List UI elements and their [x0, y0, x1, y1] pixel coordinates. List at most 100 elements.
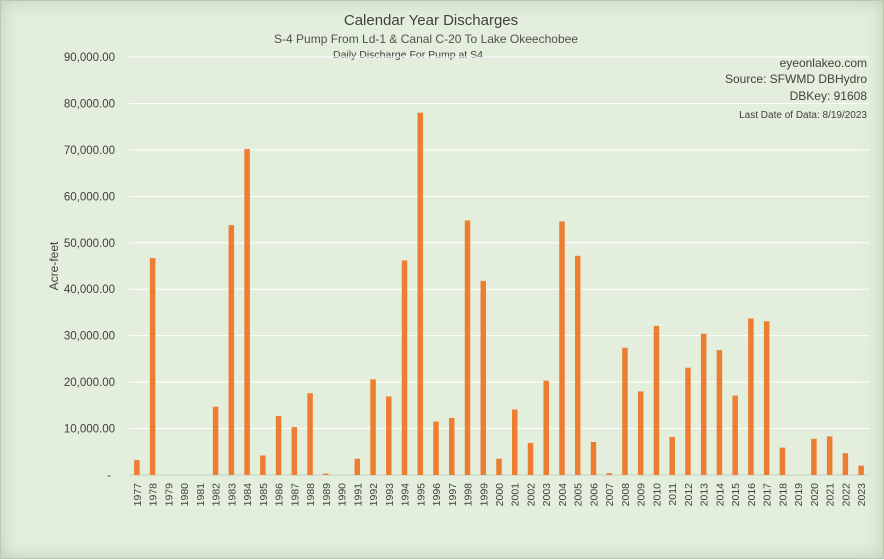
- y-tick-label: 30,000.00: [64, 331, 115, 343]
- bar-2006: [590, 442, 597, 475]
- x-tick-label: 2013: [699, 483, 711, 507]
- x-tick-label: 2006: [588, 483, 600, 507]
- chart-subtitle-secondary: Daily Discharge For Pump at S4: [333, 49, 483, 61]
- x-tick-label: 1986: [274, 483, 286, 507]
- x-tick-label: 1980: [179, 483, 191, 507]
- bar-2009: [637, 391, 644, 475]
- bar-1977: [134, 460, 140, 475]
- bar-1989: [323, 473, 329, 475]
- x-tick-label: 2009: [636, 483, 648, 507]
- bar-1987: [291, 427, 298, 475]
- y-tick-label: 40,000.00: [64, 284, 115, 296]
- x-tick-label: 2020: [809, 483, 821, 507]
- x-tick-label: 2021: [825, 483, 837, 507]
- bar-1999: [480, 280, 487, 475]
- y-tick-label: 50,000.00: [64, 238, 115, 250]
- x-tick-label: 2012: [683, 483, 695, 507]
- x-tick-label: 2014: [714, 483, 726, 507]
- x-tick-label: 2010: [651, 483, 663, 507]
- x-tick-labels: 1977 1978 1979 1980 1981 1982 1983 1984 1985 1986…: [132, 483, 868, 507]
- x-tick-label: 2005: [573, 483, 585, 507]
- x-tick-label: 1978: [148, 483, 160, 507]
- y-tick-label: -: [107, 470, 111, 482]
- bar-2013: [700, 333, 707, 475]
- bar-2010: [653, 325, 660, 475]
- bar-1986: [275, 416, 282, 475]
- bar-1998: [464, 220, 471, 475]
- bar-2018: [779, 447, 786, 475]
- x-tick-label: 1994: [400, 483, 412, 507]
- bar-1982: [212, 406, 219, 475]
- x-tick-label: 1992: [368, 483, 380, 507]
- x-tick-label: 1987: [289, 483, 301, 507]
- bar-1978: [149, 258, 156, 475]
- bar-1996: [433, 421, 439, 475]
- x-tick-label: 1991: [352, 483, 364, 507]
- bar-2002: [527, 442, 534, 475]
- bar-1991: [354, 458, 361, 475]
- x-tick-label: 1996: [431, 483, 443, 507]
- x-tick-label: 1990: [337, 483, 349, 507]
- chart-title: Calendar Year Discharges: [344, 12, 518, 29]
- x-tick-label: 2015: [730, 483, 742, 507]
- x-tick-label: 1989: [321, 483, 333, 507]
- bar-2014: [716, 350, 723, 475]
- annotation-source: Source: SFWMD DBHydro: [725, 72, 867, 86]
- x-tick-label: 1998: [463, 483, 475, 507]
- bar-1993: [386, 396, 392, 475]
- annotation-dbkey: DBKey: 91608: [790, 89, 868, 103]
- annotation-last-date: Last Date of Data: 8/19/2023: [739, 110, 867, 121]
- x-tick-label: 1981: [195, 483, 207, 507]
- bar-2003: [543, 380, 549, 475]
- bar-2008: [622, 347, 628, 475]
- x-tick-label: 2004: [557, 483, 569, 507]
- bar-2007: [606, 473, 612, 475]
- bars: [134, 112, 864, 475]
- x-tick-label: 2018: [777, 483, 789, 507]
- y-tick-label: 10,000.00: [64, 424, 115, 436]
- bar-2016: [748, 318, 754, 475]
- bar-1995: [417, 112, 424, 475]
- x-tick-label: 2011: [667, 483, 679, 506]
- bar-1988: [307, 393, 313, 475]
- x-tick-label: 2008: [620, 483, 632, 507]
- x-tick-label: 2001: [510, 483, 522, 507]
- bar-2005: [574, 255, 581, 475]
- y-axis-label: Acre-feet: [47, 241, 61, 290]
- y-tick-label: 70,000.00: [64, 145, 115, 157]
- bar-2000: [496, 458, 502, 475]
- bar-2020: [811, 438, 817, 475]
- x-tick-label: 1999: [478, 483, 490, 507]
- annotation-website: eyeonlakeo.com: [780, 56, 867, 70]
- bar-2022: [842, 453, 849, 475]
- gridlines: [129, 56, 869, 476]
- bar-1992: [370, 379, 376, 475]
- x-tick-label: 2003: [541, 483, 553, 507]
- x-tick-label: 2002: [525, 483, 537, 507]
- y-tick-label: 90,000.00: [64, 52, 115, 64]
- y-tick-labels: - 10,000.00 20,000.00 30,000.00 40,000.00 50,…: [64, 52, 115, 482]
- bar-1997: [449, 417, 455, 475]
- bar-1985: [260, 455, 266, 475]
- x-tick-label: 1995: [415, 483, 427, 507]
- bar-2021: [826, 436, 833, 475]
- x-tick-label: 1983: [226, 483, 238, 507]
- y-tick-label: 80,000.00: [64, 98, 115, 110]
- x-tick-label: 1979: [163, 483, 175, 507]
- x-tick-label: 1984: [242, 483, 254, 507]
- bar-1994: [401, 260, 408, 475]
- x-tick-label: 2000: [494, 483, 506, 507]
- x-tick-label: 2019: [793, 483, 805, 507]
- x-tick-label: 1997: [447, 483, 459, 507]
- chart-subtitle: S-4 Pump From Ld-1 & Canal C-20 To Lake …: [274, 32, 578, 46]
- bar-2017: [763, 321, 770, 475]
- bar-1984: [244, 148, 250, 475]
- y-tick-label: 20,000.00: [64, 377, 115, 389]
- x-tick-label: 1977: [132, 483, 144, 507]
- x-tick-label: 2017: [762, 483, 774, 507]
- x-tick-label: 2007: [604, 483, 616, 507]
- x-tick-label: 1982: [211, 483, 223, 507]
- bar-2001: [511, 409, 518, 475]
- x-tick-label: 1985: [258, 483, 270, 507]
